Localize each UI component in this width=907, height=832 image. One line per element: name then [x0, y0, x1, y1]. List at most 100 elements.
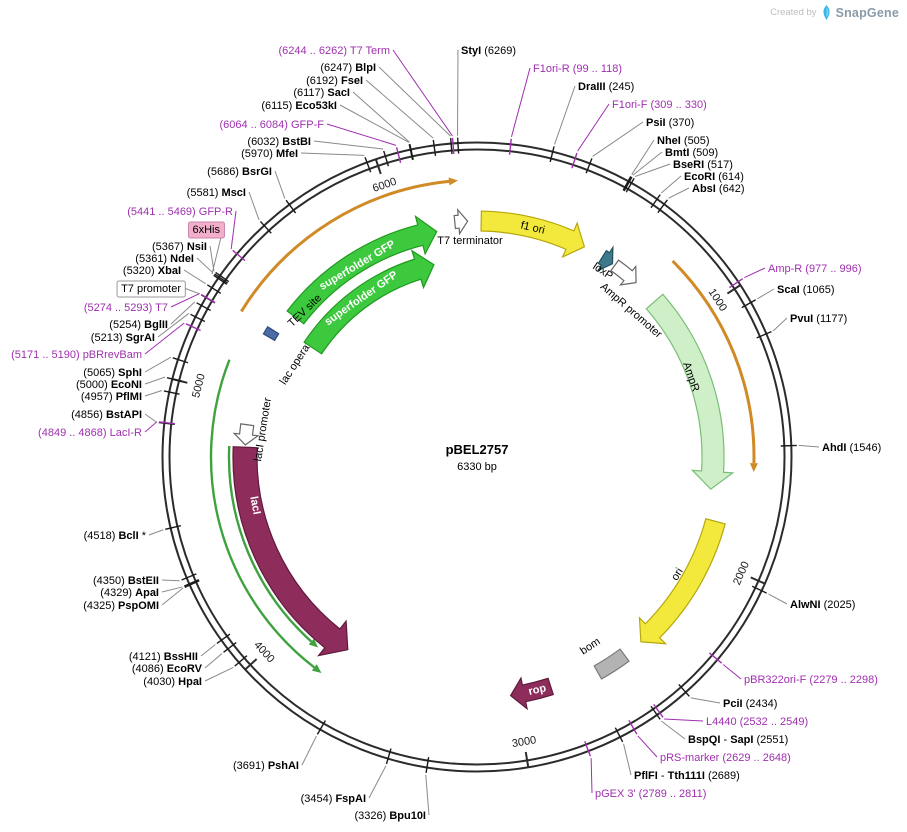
site-label-group: Amp-R (977 .. 996): [768, 263, 862, 275]
site-label-group: AbsI (642): [692, 183, 745, 195]
site-label: (4325) PspOMI: [83, 600, 159, 612]
site-label-group: L4440 (2532 .. 2549): [706, 716, 808, 728]
site-leader: [772, 317, 788, 332]
site-leader: [161, 586, 183, 593]
site-label: (4121) BssHII: [129, 651, 198, 663]
site-label: PsiI (370): [646, 117, 694, 129]
site-tick: [285, 199, 297, 214]
feature-ampr: [645, 293, 735, 490]
feature-label-f1-ori: f1 ori: [519, 219, 546, 236]
site-label-group: StyI (6269): [461, 45, 516, 57]
site-label: (5254) BglII: [109, 319, 168, 331]
site-label: (6115) Eco53kI: [261, 100, 337, 112]
site-leader: [183, 269, 206, 285]
site-leader: [757, 288, 775, 300]
site-leader: [660, 175, 682, 194]
site-tick: [451, 137, 455, 154]
site-label: DraIII (245): [578, 81, 634, 93]
site-tick: [158, 421, 175, 425]
plasmid-backbone-inner: [168, 148, 786, 766]
site-tick: [316, 720, 326, 735]
site-leader: [170, 293, 200, 308]
site-label: (5686) BsrGI: [207, 166, 272, 178]
site-label: (4518) BclI *: [84, 530, 147, 542]
site-tick: [214, 273, 229, 284]
feature-label-laci: lacI: [247, 495, 262, 515]
site-tick: [383, 150, 390, 167]
site-leader: [661, 720, 686, 740]
site-label: AlwNI (2025): [790, 599, 855, 611]
site-tick: [657, 199, 668, 214]
site-label: (6192) FseI: [306, 75, 363, 87]
position-tick: [726, 284, 741, 295]
site-leader: [368, 765, 387, 799]
site-label-group: BmtI (509): [665, 147, 718, 159]
site-tick: [432, 139, 437, 156]
site-label-group: BspQI - SapI (2551): [688, 734, 788, 746]
site-tick: [213, 274, 228, 285]
site-leader: [365, 79, 434, 139]
site-label: (5367) NsiI: [152, 241, 207, 253]
site-label-group: PflFI - Tth111I (2689): [634, 770, 740, 782]
site-label-group: (5065) SphI: [83, 367, 142, 379]
site-tick: [449, 138, 453, 155]
feature-rop: [509, 676, 555, 711]
site-leader: [209, 245, 215, 272]
site-label: (6244 .. 6262) T7 Term: [279, 45, 391, 57]
site-leader: [425, 774, 430, 816]
site-tick: [185, 323, 201, 332]
site-tick: [165, 524, 182, 530]
plasmid-name: pBEL2757: [446, 442, 509, 457]
site-label-group: (4856) BstAPI: [71, 409, 142, 421]
site-tick: [215, 271, 230, 283]
site-label-group: pRS-marker (2629 .. 2648): [660, 752, 791, 764]
site-label-group: EcoRI (614): [684, 171, 744, 183]
site-tick: [650, 705, 661, 720]
site-label: (4329) ApaI: [100, 587, 159, 599]
site-label: L4440 (2532 .. 2549): [706, 716, 808, 728]
site-leader: [144, 356, 172, 373]
site-label: (5065) SphI: [83, 367, 142, 379]
site-label: F1ori-F (309 .. 330): [612, 99, 707, 111]
site-leader: [631, 139, 655, 175]
site-tick: [408, 144, 414, 161]
site-label: BspQI - SapI (2551): [688, 734, 788, 746]
site-label-group: (6247) BlpI: [320, 62, 376, 74]
site-label-group: (5000) EcoNI: [76, 379, 142, 391]
site-leader: [378, 66, 451, 137]
site-leader: [301, 735, 317, 766]
site-label-group: BseRI (517): [673, 159, 733, 171]
site-label-group: (4086) EcoRV: [132, 663, 203, 675]
site-tick: [232, 249, 246, 262]
site-label-group: (5686) BsrGI: [207, 166, 272, 178]
site-label-group: (5581) MscI: [187, 187, 246, 199]
site-label: (5171 .. 5190) pBRrevBam: [11, 349, 142, 361]
site-label: (5320) XbaI: [123, 265, 181, 277]
site-label-group: (5274 .. 5293) T7: [84, 302, 168, 314]
site-label: (6117) SacI: [293, 87, 350, 99]
site-label-group: F1ori-F (309 .. 330): [612, 99, 707, 111]
site-tick: [216, 633, 231, 644]
site-label: F1ori-R (99 .. 118): [533, 63, 622, 75]
site-leader: [352, 91, 410, 143]
site-label-group: F1ori-R (99 .. 118): [533, 63, 622, 75]
site-tick: [678, 683, 690, 697]
feature-label-ori: ori: [669, 566, 686, 583]
site-tick: [709, 652, 723, 664]
ampr-transcript-arrowhead: [749, 463, 758, 473]
site-label-group: PciI (2434): [723, 698, 777, 710]
site-tick: [223, 642, 237, 653]
site-label-group: (4329) ApaI: [100, 587, 159, 599]
site-leader: [170, 301, 196, 325]
feature-t7-terminator: [453, 208, 469, 236]
site-tick: [508, 138, 512, 155]
feature-label-laci-promoter: lacI promoter: [252, 397, 274, 463]
site-label-group: (6192) FseI: [306, 75, 363, 87]
site-label-group: PsiI (370): [646, 117, 694, 129]
plasmid-size: 6330 bp: [457, 461, 497, 473]
feature-sfgfp-inner: [303, 249, 435, 355]
site-leader: [392, 49, 453, 137]
site-label-group: (5320) XbaI: [123, 265, 181, 277]
site-leader: [623, 743, 632, 776]
